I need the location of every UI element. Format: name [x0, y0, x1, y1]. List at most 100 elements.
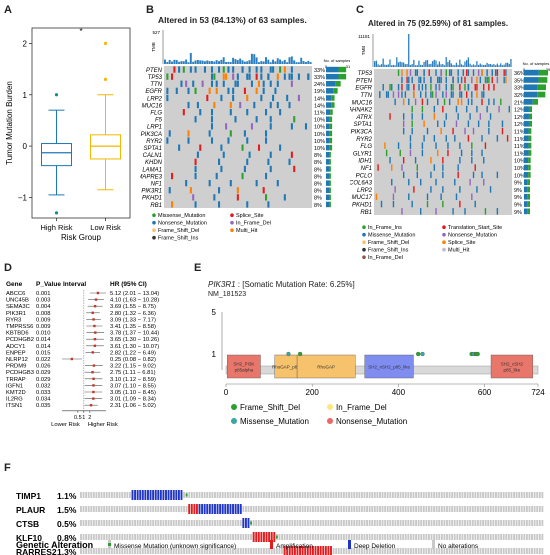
sample-cell — [330, 492, 332, 498]
sample-cell — [193, 548, 196, 554]
mutation-cell — [192, 80, 195, 87]
gene-percent: 10% — [314, 125, 325, 131]
frequency-bar — [326, 137, 330, 144]
sample-cell — [273, 492, 276, 498]
tmb-bar — [414, 65, 417, 67]
sample-cell — [471, 534, 474, 540]
frequency-bar — [527, 208, 530, 215]
sample-cell — [304, 520, 307, 526]
mutation-cell — [210, 123, 214, 130]
gene-percent: 9% — [514, 181, 522, 187]
mutation-cell — [489, 186, 492, 193]
frequency-bar — [329, 166, 331, 172]
sample-cell — [335, 548, 338, 554]
hazard-ratio: 3.10 (1.12 − 8.59) — [110, 377, 156, 383]
sample-cell — [293, 492, 296, 498]
mutation-cell — [437, 76, 439, 84]
sample-cell — [497, 492, 500, 498]
mutation-cell — [500, 98, 502, 106]
gene-label: TTN — [360, 93, 372, 99]
sample-cell — [250, 534, 253, 540]
tmb-bar — [377, 64, 379, 67]
mutation-cell — [409, 142, 412, 149]
tmb-bar — [455, 62, 458, 67]
alteration-cell — [224, 504, 227, 514]
y-tick-label: 2 — [23, 39, 28, 48]
frequency-bar — [326, 144, 330, 151]
gene-label: LRP2 — [357, 188, 373, 194]
sample-cell — [113, 520, 116, 526]
alteration-cell — [268, 532, 271, 542]
mutation-cell — [442, 105, 444, 113]
mutation-cell — [262, 187, 265, 194]
sample-cell — [391, 520, 394, 526]
sample-cell — [157, 506, 160, 512]
mutation-cell — [447, 149, 449, 157]
legend-swatch — [152, 228, 156, 232]
tmb-bar — [433, 59, 435, 67]
sample-cell — [82, 506, 85, 512]
mutation-cell — [418, 76, 420, 84]
sample-cell — [330, 534, 332, 540]
frequency-bar — [528, 172, 531, 178]
sample-cell — [185, 520, 188, 526]
alteration-percent: 1.5% — [57, 505, 77, 515]
sample-cell — [216, 492, 219, 498]
legend-label: Missense_Mutation — [158, 213, 205, 219]
sample-cell — [538, 506, 541, 512]
mutation-cell — [467, 120, 470, 127]
sample-cell — [399, 506, 402, 512]
sample-cell — [270, 506, 273, 512]
sample-cell — [203, 548, 206, 554]
tmb-bar — [260, 61, 263, 64]
sample-cell — [252, 548, 255, 554]
sample-cell — [368, 548, 371, 554]
sample-cell — [306, 492, 309, 498]
sample-cell — [420, 506, 423, 512]
sample-cell — [446, 492, 448, 498]
legend-swatch — [442, 247, 446, 252]
sample-cell — [80, 520, 82, 526]
sample-cell — [495, 506, 497, 512]
tmb-bar — [454, 65, 456, 67]
sample-cell — [453, 492, 456, 498]
mutation-cell — [201, 80, 204, 87]
gene-label: TP53 — [148, 75, 163, 81]
gene-label: PIK3CA — [141, 132, 162, 138]
mutation-cell — [288, 158, 291, 165]
frequency-bar — [528, 135, 532, 142]
tmb-bar — [234, 59, 237, 64]
sample-cell — [118, 492, 121, 498]
mutation-cell — [229, 101, 232, 109]
p-value: 0.003 — [36, 298, 51, 304]
mutation-cell — [462, 69, 464, 76]
legend-label: Frame_Shift_Del — [158, 228, 199, 234]
alteration-cell — [147, 490, 149, 500]
tmb-bar — [199, 60, 202, 64]
tmb-bar — [452, 64, 454, 67]
mutation-cell — [448, 69, 451, 76]
sample-cell — [275, 548, 278, 554]
hr-point — [92, 318, 95, 321]
mutation-cell — [171, 73, 174, 80]
sample-cell — [523, 520, 526, 526]
sample-cell — [489, 506, 492, 512]
sample-cell — [448, 492, 451, 498]
sample-cell — [98, 534, 100, 540]
tmb-bar — [425, 60, 427, 67]
sample-cell — [250, 548, 253, 554]
gene-percent: 14% — [314, 103, 325, 109]
mutation-cell — [442, 171, 444, 179]
sample-cell — [324, 506, 327, 512]
sample-cell — [152, 548, 155, 554]
mutation-cell — [471, 142, 473, 149]
sample-cell — [159, 506, 162, 512]
mutation-cell — [426, 98, 429, 106]
sample-cell — [162, 534, 165, 540]
mutation-cell — [382, 84, 384, 91]
sample-cell — [118, 534, 121, 540]
mutation-cell — [220, 165, 223, 173]
sample-cell — [538, 548, 541, 554]
mutation-cell — [459, 157, 461, 164]
frequency-bar — [326, 201, 330, 208]
